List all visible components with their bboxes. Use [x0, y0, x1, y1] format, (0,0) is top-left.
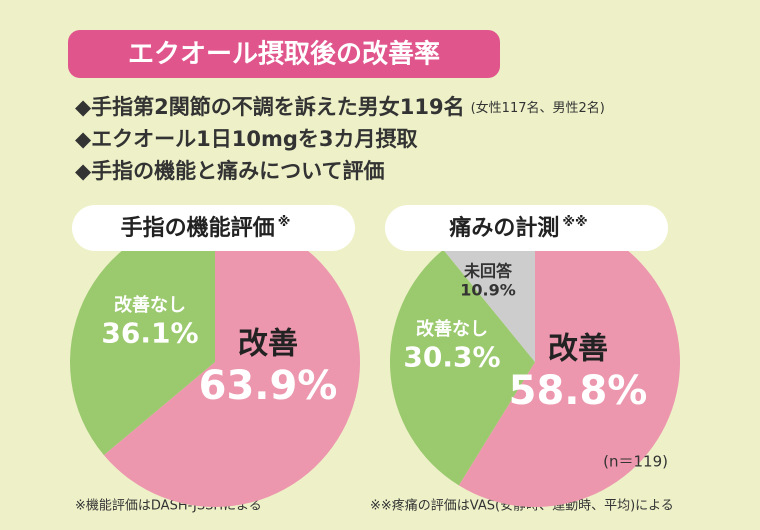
pie-slice: [389, 249, 535, 486]
chart-title: 痛みの計測 ※※: [449, 215, 587, 242]
bullet-note: (女性117名、男性2名): [471, 100, 605, 116]
bullet: ◆手指の機能と痛みについて評価: [75, 159, 385, 183]
chart-title: 手指の機能評価 ※: [121, 215, 291, 242]
title-box: [68, 30, 500, 78]
slice-label: 改善なし: [114, 294, 186, 316]
chart-title-box: [72, 205, 355, 251]
pie-slice: [69, 216, 216, 456]
pie-slice: [443, 217, 535, 362]
value-label: 30.3%: [403, 341, 500, 374]
value-label: 36.1%: [101, 317, 198, 350]
value-label: 58.8%: [509, 368, 648, 414]
value-label: 10.9%: [460, 281, 516, 300]
value-label: 63.9%: [199, 363, 338, 409]
slice-label: 改善: [238, 327, 298, 362]
bullet: ◆エクオール1日10mgを3カ月摂取: [75, 127, 418, 151]
slice-label: 改善: [548, 332, 608, 367]
chart-title-text: 痛みの計測: [449, 215, 559, 241]
pie-slice: [458, 217, 680, 507]
chart-title-text: 手指の機能評価: [121, 215, 275, 241]
slice-label: 未回答: [463, 262, 513, 281]
chart-title-box: [385, 205, 668, 251]
bullet: ◆手指第2関節の不調を訴えた男女119名 (女性117名、男性2名): [75, 95, 605, 119]
pie-slice: [103, 217, 360, 507]
sample-note: (n＝119): [603, 453, 668, 471]
title: エクオール摂取後の改善率: [128, 39, 440, 70]
bullet-text: ◆手指第2関節の不調を訴えた男女119名: [75, 95, 465, 119]
chart-title-mark: ※※: [562, 215, 587, 230]
slice-label: 改善なし: [416, 318, 488, 340]
chart-title-mark: ※: [278, 215, 291, 230]
